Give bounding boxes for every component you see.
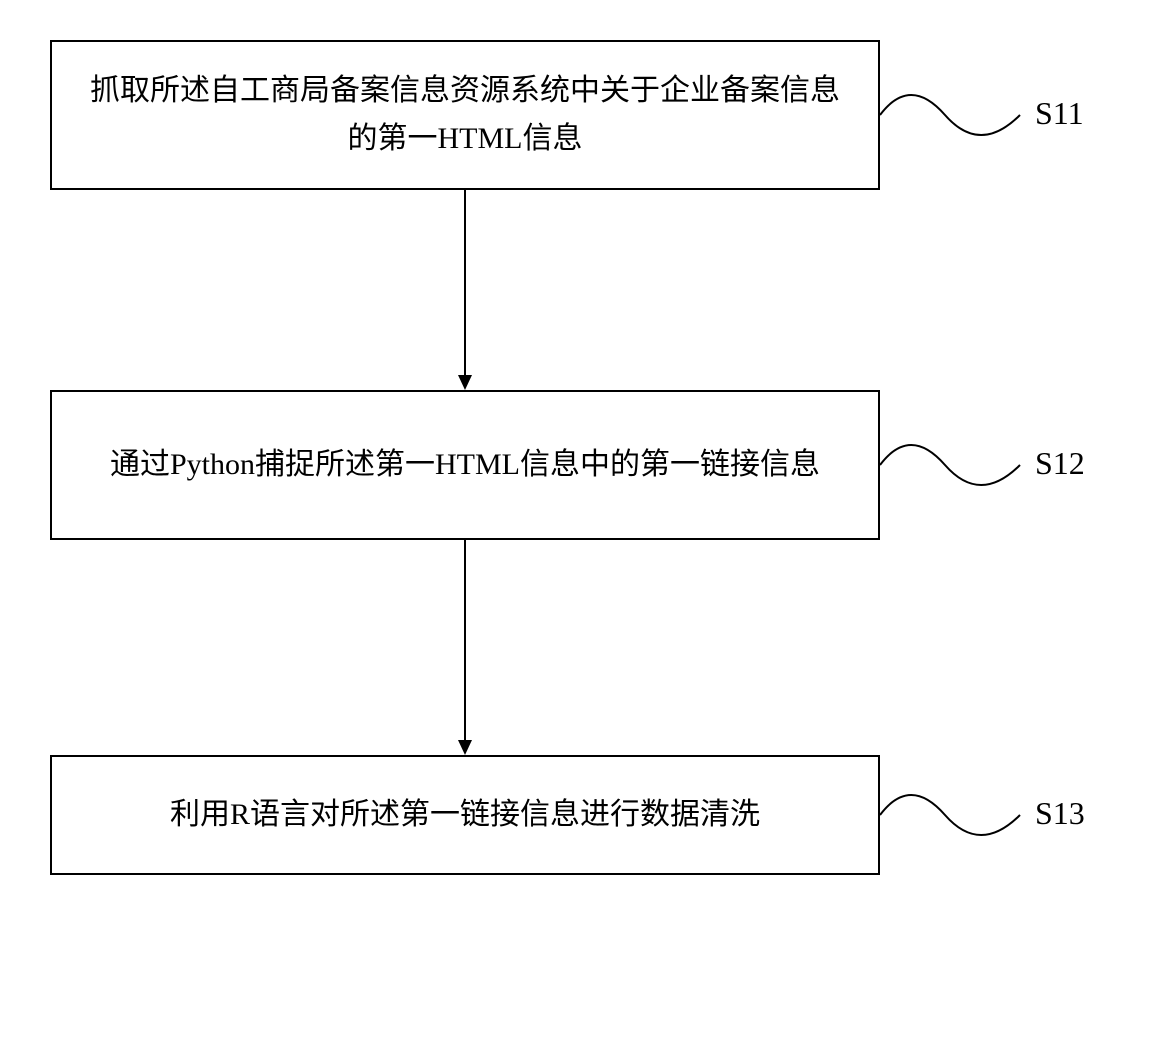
wave-connector-2 [880,430,1030,500]
flowchart-container: 抓取所述自工商局备案信息资源系统中关于企业备案信息的第一HTML信息 S11 通… [0,0,1162,1042]
step-2-text: 通过Python捕捉所述第一HTML信息中的第一链接信息 [110,441,820,489]
wave-connector-1 [880,80,1030,150]
flowchart-step-2: 通过Python捕捉所述第一HTML信息中的第一链接信息 [50,390,880,540]
step-1-text: 抓取所述自工商局备案信息资源系统中关于企业备案信息的第一HTML信息 [82,67,848,163]
step-3-text: 利用R语言对所述第一链接信息进行数据清洗 [170,791,760,839]
flowchart-step-3: 利用R语言对所述第一链接信息进行数据清洗 [50,755,880,875]
step-label-3: S13 [1035,795,1085,832]
step-label-1: S11 [1035,95,1084,132]
arrow-1-to-2 [455,190,475,395]
arrow-2-to-3 [455,540,475,760]
flowchart-step-1: 抓取所述自工商局备案信息资源系统中关于企业备案信息的第一HTML信息 [50,40,880,190]
wave-connector-3 [880,780,1030,850]
step-label-2: S12 [1035,445,1085,482]
